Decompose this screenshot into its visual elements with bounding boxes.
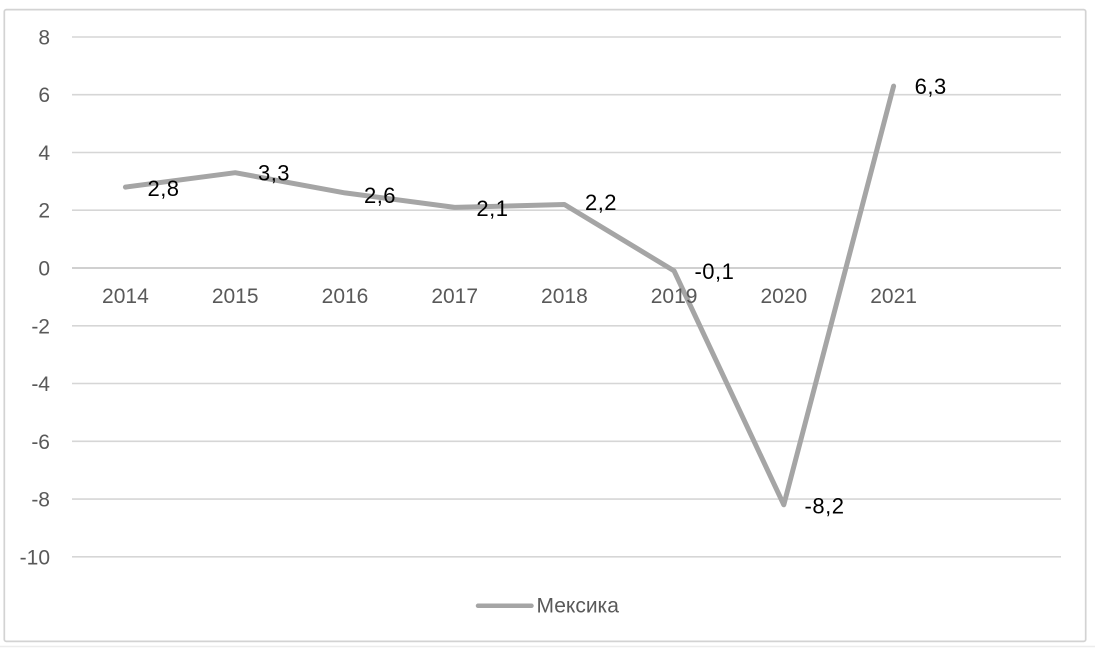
svg-text:2019: 2019: [651, 285, 698, 308]
svg-text:6: 6: [38, 84, 50, 107]
svg-text:-2: -2: [31, 315, 50, 338]
svg-text:2017: 2017: [431, 285, 478, 308]
svg-text:2014: 2014: [102, 285, 149, 308]
svg-text:2,2: 2,2: [585, 190, 617, 215]
svg-text:-6: -6: [31, 431, 50, 454]
svg-text:2015: 2015: [212, 285, 259, 308]
svg-text:2020: 2020: [760, 285, 807, 308]
svg-text:2,8: 2,8: [147, 176, 179, 201]
svg-text:6,3: 6,3: [915, 74, 947, 99]
svg-text:0: 0: [38, 258, 50, 281]
svg-text:-8: -8: [31, 489, 50, 512]
svg-text:-0,1: -0,1: [694, 259, 734, 284]
svg-text:2,1: 2,1: [476, 196, 508, 221]
svg-text:2021: 2021: [870, 285, 917, 308]
svg-text:2: 2: [38, 200, 50, 223]
svg-text:-8,2: -8,2: [805, 494, 845, 519]
svg-text:-4: -4: [31, 373, 50, 396]
svg-text:-10: -10: [20, 546, 50, 569]
svg-text:2016: 2016: [322, 285, 369, 308]
svg-text:4: 4: [38, 142, 50, 165]
svg-text:3,3: 3,3: [258, 161, 290, 186]
svg-text:Мексика: Мексика: [537, 595, 620, 618]
svg-text:8: 8: [38, 27, 50, 50]
svg-text:2,6: 2,6: [364, 183, 396, 208]
svg-text:2018: 2018: [541, 285, 588, 308]
